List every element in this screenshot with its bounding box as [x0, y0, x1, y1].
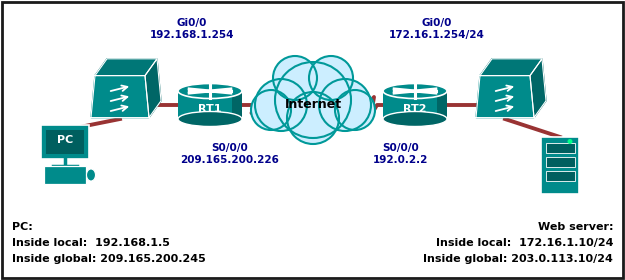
FancyBboxPatch shape	[546, 143, 574, 153]
Text: Internet: Internet	[284, 99, 341, 111]
Polygon shape	[145, 59, 161, 118]
Text: Gi0/0
192.168.1.254: Gi0/0 192.168.1.254	[150, 18, 234, 39]
Bar	[232, 91, 242, 119]
Circle shape	[335, 90, 375, 130]
Circle shape	[287, 92, 339, 144]
FancyBboxPatch shape	[44, 166, 86, 184]
Ellipse shape	[383, 83, 447, 99]
Ellipse shape	[178, 111, 242, 127]
Polygon shape	[91, 76, 149, 118]
FancyBboxPatch shape	[546, 157, 574, 167]
Circle shape	[319, 79, 371, 131]
Circle shape	[275, 62, 351, 138]
Bar	[438, 91, 447, 119]
FancyBboxPatch shape	[41, 125, 89, 159]
Ellipse shape	[86, 169, 96, 181]
Bar	[178, 91, 242, 119]
Text: Inside local:  172.16.1.10/24: Inside local: 172.16.1.10/24	[436, 238, 613, 248]
Text: Inside global: 203.0.113.10/24: Inside global: 203.0.113.10/24	[423, 254, 613, 264]
Text: S0/0/0
192.0.2.2: S0/0/0 192.0.2.2	[373, 143, 429, 165]
Text: PC:: PC:	[12, 222, 32, 232]
Circle shape	[273, 56, 317, 100]
Polygon shape	[476, 76, 534, 118]
Text: S0/0/0
209.165.200.226: S0/0/0 209.165.200.226	[181, 143, 279, 165]
Text: Inside local:  192.168.1.5: Inside local: 192.168.1.5	[12, 238, 170, 248]
Text: PC: PC	[57, 135, 73, 145]
FancyBboxPatch shape	[541, 137, 579, 193]
Circle shape	[251, 90, 291, 130]
Circle shape	[255, 79, 307, 131]
Bar	[383, 91, 447, 119]
Text: Web server:: Web server:	[538, 222, 613, 232]
Text: Gi0/0
172.16.1.254/24: Gi0/0 172.16.1.254/24	[389, 18, 485, 39]
Ellipse shape	[383, 111, 447, 127]
Text: RT1: RT1	[198, 104, 222, 114]
Ellipse shape	[568, 139, 572, 144]
Ellipse shape	[178, 83, 242, 99]
Polygon shape	[480, 59, 542, 76]
Text: Inside global: 209.165.200.245: Inside global: 209.165.200.245	[12, 254, 206, 264]
Polygon shape	[530, 59, 546, 118]
Polygon shape	[95, 59, 157, 76]
FancyBboxPatch shape	[546, 171, 574, 181]
FancyBboxPatch shape	[46, 130, 84, 154]
Text: RT2: RT2	[403, 104, 427, 114]
Circle shape	[309, 56, 353, 100]
